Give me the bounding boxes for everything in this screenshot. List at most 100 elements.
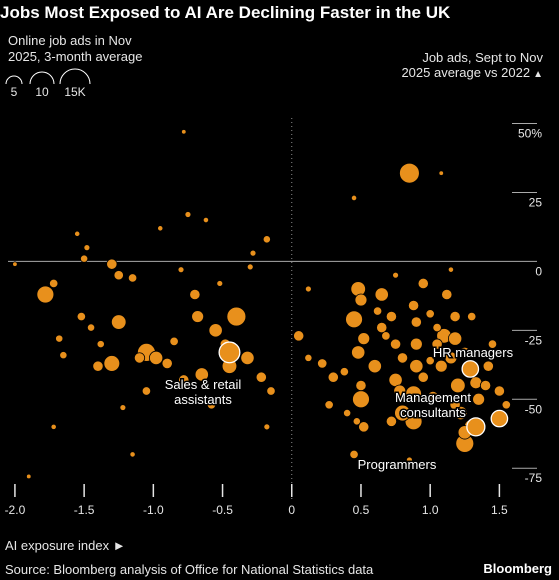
data-point [438, 170, 444, 176]
data-point [427, 390, 439, 403]
data-point [133, 352, 146, 364]
data-point [447, 266, 455, 273]
data-point [381, 331, 391, 341]
data-point [191, 310, 205, 323]
data-point [351, 345, 366, 360]
highlighted-point [461, 360, 480, 378]
data-point [50, 423, 57, 430]
data-point [432, 322, 442, 333]
data-point [385, 310, 398, 323]
data-point [12, 261, 18, 267]
data-point [96, 340, 105, 349]
data-point [385, 415, 398, 427]
data-point [389, 338, 402, 350]
data-point [472, 392, 486, 406]
data-point [141, 386, 152, 396]
data-point [184, 211, 192, 218]
data-point [263, 423, 271, 431]
x-tick-label: 1.5 [491, 503, 508, 517]
data-point [161, 357, 173, 370]
y-tick-label: -50 [525, 402, 543, 416]
x-axis-title-text: AI exposure index [5, 538, 110, 553]
data-point [55, 334, 64, 343]
point-label: HR managers [433, 345, 514, 360]
y-axis-title-text: Job ads, Sept to Nov 2025 average vs 202… [401, 50, 543, 80]
data-point [181, 129, 187, 135]
data-point [349, 449, 359, 460]
point-label-line: HR managers [433, 345, 514, 360]
data-point [202, 216, 210, 224]
data-point [36, 285, 55, 304]
y-tick-label: -75 [525, 471, 543, 485]
data-point [352, 390, 370, 409]
data-point [339, 367, 350, 377]
data-point [450, 377, 466, 394]
size-legend-label-small: 5 [11, 85, 18, 99]
data-point [374, 287, 389, 302]
point-label-line: Management [395, 390, 471, 405]
up-triangle-icon: ▲ [533, 69, 543, 80]
data-point [487, 339, 498, 349]
x-tick-label: -0.5 [212, 503, 233, 517]
data-point [304, 353, 313, 362]
point-label-line: assistants [174, 392, 232, 407]
size-legend-arc-large [59, 68, 91, 85]
y-tick-label: -25 [525, 333, 543, 347]
data-point [467, 311, 477, 322]
y-tick-label: 0 [535, 264, 542, 278]
data-point [444, 351, 458, 365]
data-point [255, 371, 267, 383]
data-point [367, 359, 382, 374]
data-point [106, 258, 118, 270]
data-point [343, 408, 352, 418]
data-point [324, 400, 334, 410]
data-point [479, 379, 492, 392]
data-point [49, 278, 59, 289]
size-legend-graphic: 5 10 15K [5, 68, 91, 99]
data-point [83, 244, 91, 252]
highlighted-point [218, 341, 241, 364]
data-point [372, 306, 383, 316]
data-point [449, 310, 461, 323]
data-point [178, 374, 190, 386]
data-point [119, 404, 127, 411]
data-point [189, 288, 201, 301]
data-point [399, 162, 420, 184]
data-point [59, 351, 68, 360]
data-point [149, 350, 164, 366]
data-point [246, 263, 254, 271]
data-point [327, 371, 339, 383]
data-point [392, 271, 399, 279]
size-legend-label-large: 15K [64, 85, 85, 99]
data-point [409, 337, 423, 351]
data-point [407, 299, 420, 312]
data-point [396, 352, 409, 364]
data-point [304, 285, 312, 293]
data-point [110, 314, 127, 330]
point-label-line: consultants [400, 405, 466, 420]
data-point [157, 225, 164, 232]
point-label-line: Programmers [358, 457, 437, 472]
data-point [293, 330, 305, 342]
point-label: Management consultants [395, 390, 471, 420]
y-axis-title: Job ads, Sept to Nov 2025 average vs 202… [393, 50, 543, 82]
data-point [129, 451, 136, 458]
data-point [127, 273, 138, 283]
x-tick-label: 1.0 [422, 503, 439, 517]
x-tick-label: -1.0 [143, 503, 164, 517]
data-point [354, 293, 368, 307]
data-point [240, 350, 255, 366]
x-tick-label: -2.0 [5, 503, 26, 517]
data-point [431, 338, 443, 350]
data-point [501, 400, 511, 410]
source-note: Source: Bloomberg analysis of Office for… [5, 562, 374, 577]
data-point [417, 371, 429, 383]
size-legend-arc-medium [29, 71, 55, 85]
data-point [394, 404, 411, 422]
data-point [409, 359, 424, 374]
x-tick-label: 0.5 [353, 503, 370, 517]
data-point [80, 254, 89, 263]
data-point [493, 385, 505, 397]
data-point [216, 280, 224, 287]
